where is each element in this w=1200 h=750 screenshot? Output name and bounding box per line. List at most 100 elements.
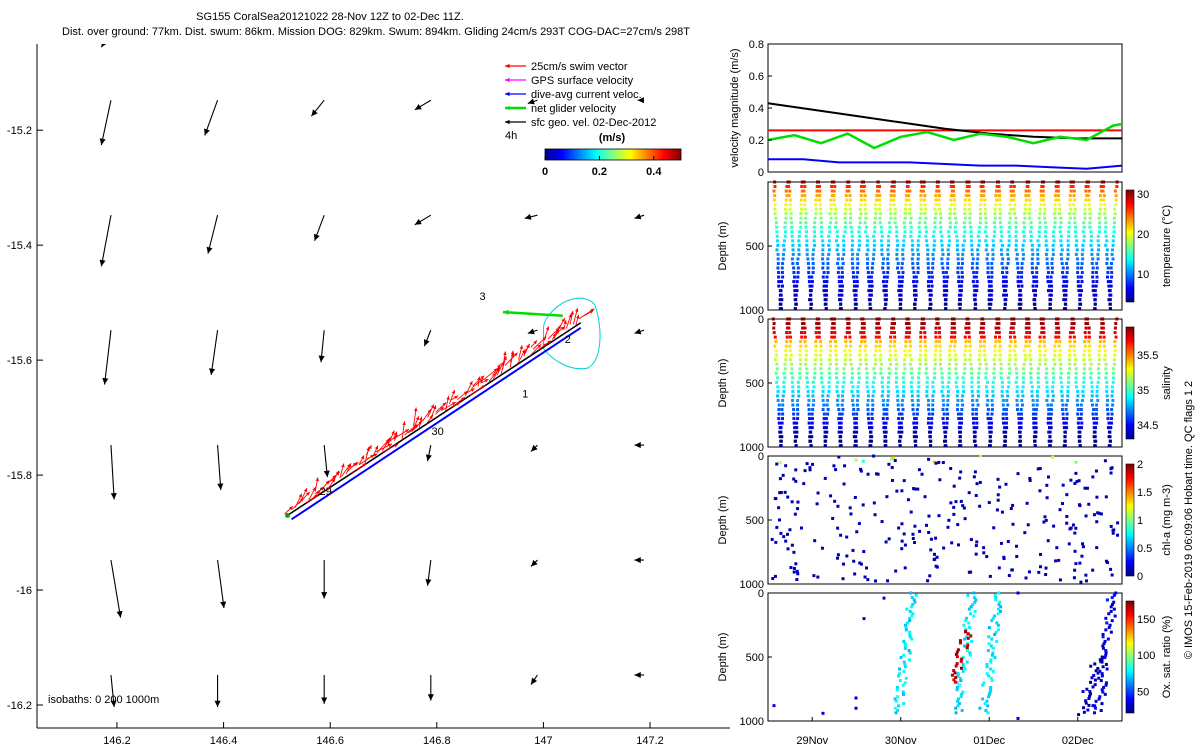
profile-point xyxy=(979,344,983,348)
profile-point xyxy=(803,203,807,207)
profile-point xyxy=(1011,503,1015,507)
profile-point xyxy=(1037,216,1041,220)
profile-point xyxy=(792,421,796,425)
profile-point xyxy=(1045,380,1049,384)
profile-point xyxy=(984,362,988,366)
profile-point xyxy=(926,248,930,252)
profile-point xyxy=(962,380,966,384)
profile-point xyxy=(1076,271,1080,275)
profile-point xyxy=(979,185,983,189)
profile-point xyxy=(783,349,787,353)
profile-point xyxy=(1084,198,1088,202)
profile-point xyxy=(828,376,832,380)
profile-point xyxy=(844,203,848,207)
profile-point xyxy=(946,525,950,529)
profile-point xyxy=(859,467,863,471)
profile-point xyxy=(1035,271,1039,275)
depth-tick-label: 0 xyxy=(758,588,764,600)
profile-point xyxy=(1021,252,1025,256)
profile-point xyxy=(913,600,917,604)
profile-point xyxy=(866,257,870,261)
profile-point xyxy=(843,349,847,353)
profile-point xyxy=(772,331,776,335)
profile-point xyxy=(802,180,806,184)
profile-point xyxy=(882,275,886,279)
profile-point xyxy=(1020,284,1024,288)
profile-point xyxy=(890,185,894,189)
oxygen-colorbar xyxy=(1125,600,1135,714)
profile-point xyxy=(1068,367,1072,371)
profile-point xyxy=(978,225,982,229)
profile-point xyxy=(892,189,896,193)
profile-point xyxy=(836,394,840,398)
profile-point xyxy=(959,430,963,434)
profile-point xyxy=(1024,335,1028,339)
geo-vector-head xyxy=(323,470,330,478)
profile-point xyxy=(1042,326,1046,330)
profile-point xyxy=(1048,435,1052,439)
profile-point xyxy=(1097,349,1101,353)
profile-point xyxy=(842,234,846,238)
profile-point xyxy=(955,685,959,689)
profile-point xyxy=(988,574,992,578)
profile-point xyxy=(1096,234,1100,238)
profile-point xyxy=(795,280,799,284)
profile-point xyxy=(923,340,927,344)
profile-point xyxy=(1083,362,1087,366)
profile-point xyxy=(1047,284,1051,288)
profile-point xyxy=(923,331,927,335)
profile-point xyxy=(780,298,784,302)
profile-point xyxy=(887,462,891,466)
profile-point xyxy=(825,421,829,425)
profile-point xyxy=(1004,289,1008,293)
profile-point xyxy=(978,362,982,366)
profile-point xyxy=(920,326,924,330)
profile-point xyxy=(821,711,825,715)
profile-point xyxy=(878,358,882,362)
profile-point xyxy=(878,185,882,189)
profile-point xyxy=(1062,293,1066,297)
profile-point xyxy=(1073,230,1077,234)
profile-point xyxy=(773,203,777,207)
profile-point xyxy=(797,243,801,247)
profile-point xyxy=(998,203,1002,207)
profile-point xyxy=(983,358,987,362)
profile-point xyxy=(984,248,988,252)
profile-point xyxy=(1067,230,1071,234)
profile-point xyxy=(910,239,914,243)
profile-point xyxy=(968,632,972,636)
profile-point xyxy=(826,261,830,265)
colorbar-tick-label: 0 xyxy=(542,166,548,178)
profile-point xyxy=(988,284,992,288)
profile-point xyxy=(794,479,798,483)
profile-point xyxy=(1024,189,1028,193)
profile-point xyxy=(1093,678,1097,682)
profile-point xyxy=(1095,403,1099,407)
salinity-axes xyxy=(767,318,1123,448)
profile-point xyxy=(911,243,915,247)
profile-point xyxy=(1090,261,1094,265)
profile-point xyxy=(982,681,986,685)
profile-point xyxy=(835,358,839,362)
profile-point xyxy=(1053,203,1057,207)
profile-point xyxy=(1043,515,1047,519)
profile-point xyxy=(900,284,904,288)
profile-point xyxy=(1108,289,1112,293)
profile-point xyxy=(919,207,923,211)
profile-point xyxy=(822,403,826,407)
profile-point xyxy=(982,546,986,550)
profile-point xyxy=(1030,266,1034,270)
profile-point xyxy=(967,185,971,189)
profile-point xyxy=(1067,542,1071,546)
profile-point xyxy=(1065,280,1069,284)
geo-vector-head xyxy=(220,601,227,609)
map-x-tick-label: 146.2 xyxy=(103,735,131,747)
profile-point xyxy=(850,239,854,243)
profile-point xyxy=(818,194,822,198)
profile-point xyxy=(1016,284,1020,288)
profile-point xyxy=(985,672,989,676)
profile-point xyxy=(969,634,973,638)
profile-point xyxy=(978,349,982,353)
profile-point xyxy=(889,353,893,357)
profile-point xyxy=(815,322,819,326)
